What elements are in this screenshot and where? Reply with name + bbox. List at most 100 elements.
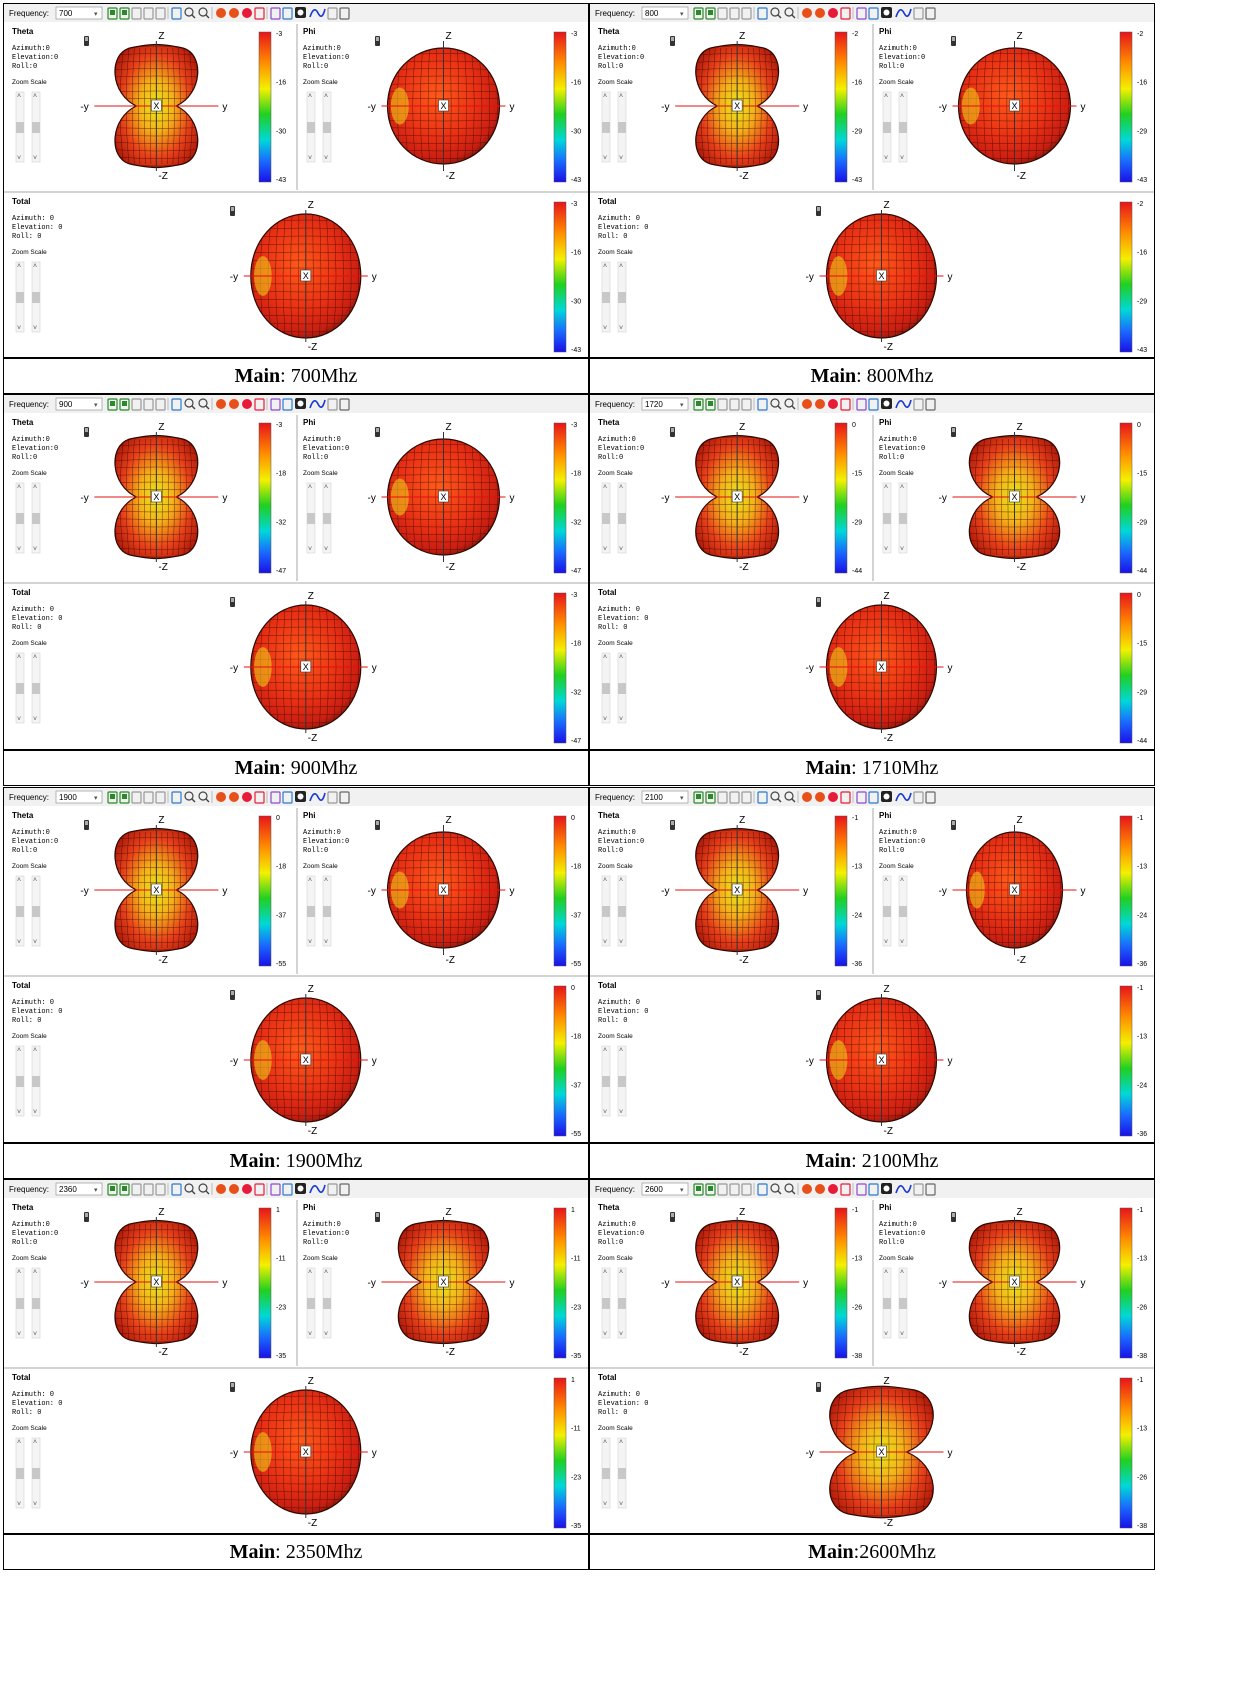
zoom-slider-left[interactable]: ˄˅ xyxy=(15,482,25,554)
record-icon[interactable] xyxy=(295,398,306,409)
waveform-icon[interactable] xyxy=(913,398,924,411)
record-icon[interactable] xyxy=(881,7,892,18)
zoom-slider-right[interactable]: ˄˅ xyxy=(31,1267,41,1339)
zoom-slider-right[interactable]: ˄˅ xyxy=(898,482,908,554)
zoom-in-icon[interactable] xyxy=(184,791,196,803)
phone-icon[interactable] xyxy=(705,398,716,411)
rotate-icon[interactable] xyxy=(171,398,182,411)
zoom-slider-left[interactable]: ˄˅ xyxy=(15,91,25,163)
zoom-slider-right[interactable]: ˄˅ xyxy=(617,1045,627,1117)
phone-icon[interactable] xyxy=(705,791,716,804)
record-icon[interactable] xyxy=(295,1183,306,1194)
half-sphere-icon[interactable] xyxy=(216,792,226,802)
half-sphere-icon[interactable] xyxy=(216,1184,226,1194)
notes-icon[interactable] xyxy=(339,791,350,804)
zoom-out-icon[interactable] xyxy=(784,1183,796,1195)
phone-icon[interactable] xyxy=(693,1183,704,1196)
color-pattern-icon[interactable] xyxy=(815,1184,825,1194)
cube-icon[interactable] xyxy=(254,398,265,411)
device-view-icon[interactable] xyxy=(729,791,740,804)
device-view-icon[interactable] xyxy=(717,1183,728,1196)
phone-icon[interactable] xyxy=(693,398,704,411)
zoom-slider-left[interactable]: ˄˅ xyxy=(306,91,316,163)
screenshot-icon[interactable] xyxy=(282,7,293,20)
zoom-slider-left[interactable]: ˄˅ xyxy=(601,1437,611,1509)
zoom-slider-right[interactable]: ˄˅ xyxy=(322,482,332,554)
zoom-in-icon[interactable] xyxy=(770,1183,782,1195)
cut-icon[interactable] xyxy=(270,7,281,20)
color-pattern-icon[interactable] xyxy=(815,399,825,409)
half-sphere-icon[interactable] xyxy=(216,8,226,18)
record-icon[interactable] xyxy=(295,791,306,802)
zoom-slider-left[interactable]: ˄˅ xyxy=(882,482,892,554)
screenshot-icon[interactable] xyxy=(282,791,293,804)
zoom-out-icon[interactable] xyxy=(198,1183,210,1195)
rotate-icon[interactable] xyxy=(757,1183,768,1196)
zoom-slider-left[interactable]: ˄˅ xyxy=(306,875,316,947)
zoom-in-icon[interactable] xyxy=(770,7,782,19)
screenshot-icon[interactable] xyxy=(868,7,879,20)
zoom-slider-left[interactable]: ˄˅ xyxy=(15,261,25,333)
zoom-slider-right[interactable]: ˄˅ xyxy=(617,875,627,947)
zoom-slider-left[interactable]: ˄˅ xyxy=(601,482,611,554)
device-view-icon[interactable] xyxy=(729,7,740,20)
rotate-icon[interactable] xyxy=(171,7,182,20)
zoom-slider-right[interactable]: ˄˅ xyxy=(322,1267,332,1339)
waveform-icon[interactable] xyxy=(327,791,338,804)
phone-icon[interactable] xyxy=(119,1183,130,1196)
color-pattern-icon[interactable] xyxy=(815,8,825,18)
zoom-slider-right[interactable]: ˄˅ xyxy=(31,652,41,724)
frequency-select[interactable]: 1720 ▾ xyxy=(641,397,689,411)
device-view-icon[interactable] xyxy=(729,1183,740,1196)
zoom-out-icon[interactable] xyxy=(198,791,210,803)
zoom-slider-right[interactable]: ˄˅ xyxy=(617,482,627,554)
sphere-icon[interactable] xyxy=(828,1184,838,1194)
frequency-select[interactable]: 900 ▾ xyxy=(55,397,103,411)
phone-icon[interactable] xyxy=(705,7,716,20)
device-view-icon[interactable] xyxy=(155,791,166,804)
cube-icon[interactable] xyxy=(254,791,265,804)
zoom-slider-right[interactable]: ˄˅ xyxy=(31,1045,41,1117)
zoom-slider-right[interactable]: ˄˅ xyxy=(617,652,627,724)
zoom-slider-left[interactable]: ˄˅ xyxy=(306,482,316,554)
device-view-icon[interactable] xyxy=(131,791,142,804)
zoom-slider-right[interactable]: ˄˅ xyxy=(898,875,908,947)
screenshot-icon[interactable] xyxy=(868,791,879,804)
zoom-slider-left[interactable]: ˄˅ xyxy=(15,1045,25,1117)
wave-icon[interactable] xyxy=(895,8,912,18)
zoom-slider-right[interactable]: ˄˅ xyxy=(617,1267,627,1339)
device-view-icon[interactable] xyxy=(741,1183,752,1196)
device-view-icon[interactable] xyxy=(717,7,728,20)
frequency-select[interactable]: 800 ▾ xyxy=(641,6,689,20)
device-view-icon[interactable] xyxy=(143,791,154,804)
cut-icon[interactable] xyxy=(856,1183,867,1196)
device-view-icon[interactable] xyxy=(729,398,740,411)
zoom-out-icon[interactable] xyxy=(784,7,796,19)
cut-icon[interactable] xyxy=(270,791,281,804)
rotate-icon[interactable] xyxy=(171,791,182,804)
device-view-icon[interactable] xyxy=(717,791,728,804)
cut-icon[interactable] xyxy=(856,7,867,20)
zoom-slider-left[interactable]: ˄˅ xyxy=(601,91,611,163)
phone-icon[interactable] xyxy=(119,7,130,20)
zoom-slider-left[interactable]: ˄˅ xyxy=(882,91,892,163)
rotate-icon[interactable] xyxy=(757,791,768,804)
waveform-icon[interactable] xyxy=(327,398,338,411)
cut-icon[interactable] xyxy=(270,1183,281,1196)
waveform-icon[interactable] xyxy=(327,7,338,20)
notes-icon[interactable] xyxy=(925,1183,936,1196)
phone-icon[interactable] xyxy=(107,1183,118,1196)
cube-icon[interactable] xyxy=(840,791,851,804)
cube-icon[interactable] xyxy=(254,7,265,20)
rotate-icon[interactable] xyxy=(757,398,768,411)
record-icon[interactable] xyxy=(881,791,892,802)
device-view-icon[interactable] xyxy=(155,7,166,20)
sphere-icon[interactable] xyxy=(242,8,252,18)
zoom-slider-right[interactable]: ˄˅ xyxy=(31,1437,41,1509)
zoom-slider-left[interactable]: ˄˅ xyxy=(882,875,892,947)
half-sphere-icon[interactable] xyxy=(802,792,812,802)
zoom-slider-left[interactable]: ˄˅ xyxy=(882,1267,892,1339)
rotate-icon[interactable] xyxy=(757,7,768,20)
notes-icon[interactable] xyxy=(339,398,350,411)
notes-icon[interactable] xyxy=(925,7,936,20)
